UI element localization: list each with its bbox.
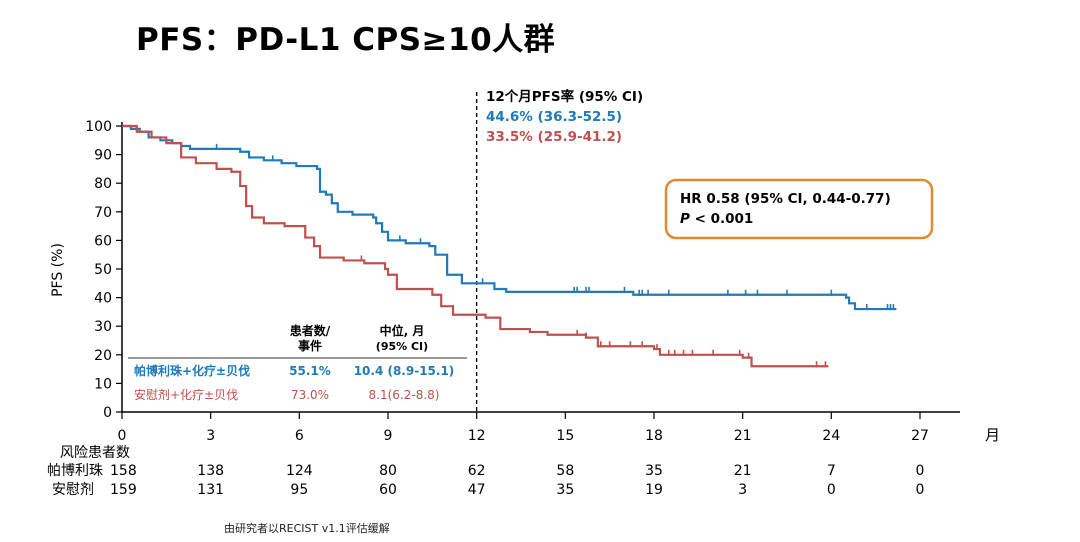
hr-box: HR 0.58 (95% CI, 0.44-0.77) P < 0.001 bbox=[664, 178, 934, 240]
rate-pembro: 44.6% (36.3-52.5) bbox=[486, 109, 622, 125]
hr-p-rest: < 0.001 bbox=[690, 211, 753, 227]
risk-value: 80 bbox=[379, 463, 397, 479]
hr-line: HR 0.58 (95% CI, 0.44-0.77) bbox=[680, 191, 891, 207]
risk-value: 3 bbox=[738, 482, 747, 498]
rate-annotation: 12个月PFS率 (95% CI) 44.6% (36.3-52.5) 33.5… bbox=[486, 88, 643, 145]
x-tick-label: 12 bbox=[468, 428, 486, 444]
y-tick-label: 60 bbox=[94, 233, 112, 249]
hr-box-border bbox=[664, 178, 934, 240]
risk-value: 35 bbox=[556, 482, 574, 498]
y-tick-label: 50 bbox=[94, 262, 112, 278]
x-tick-label: 6 bbox=[295, 428, 304, 444]
risk-value: 47 bbox=[468, 482, 486, 498]
x-tick-label: 21 bbox=[734, 428, 752, 444]
risk-value: 7 bbox=[827, 463, 836, 479]
risk-value: 158 bbox=[110, 463, 137, 479]
risk-row-label-pembro: 帕博利珠 bbox=[47, 462, 103, 479]
y-tick-label: 30 bbox=[94, 319, 112, 335]
risk-value: 131 bbox=[197, 482, 224, 498]
risk-value: 58 bbox=[556, 463, 574, 479]
rate-placebo: 33.5% (25.9-41.2) bbox=[486, 129, 622, 145]
chart-curves bbox=[122, 124, 897, 368]
risk-value: 0 bbox=[827, 482, 836, 498]
rate-header: 12个月PFS率 (95% CI) bbox=[486, 88, 643, 105]
y-tick-label: 70 bbox=[94, 205, 112, 221]
table-row-pembro-arm: 帕博利珠+化疗±贝伐 bbox=[134, 363, 250, 378]
x-tick-label: 0 bbox=[118, 428, 127, 444]
risk-value: 95 bbox=[290, 482, 308, 498]
y-tick-label: 80 bbox=[94, 176, 112, 192]
table-col2-header-1: 中位, 月 bbox=[380, 323, 425, 338]
risk-value: 19 bbox=[645, 482, 663, 498]
risk-value: 60 bbox=[379, 482, 397, 498]
risk-value: 138 bbox=[197, 463, 224, 479]
risk-row-label-placebo: 安慰剂 bbox=[52, 481, 94, 498]
table-row-pembro-median: 10.4 (8.9-15.1) bbox=[354, 364, 455, 378]
x-tick-label: 27 bbox=[911, 428, 929, 444]
table-row-placebo-median: 8.1(6.2-8.8) bbox=[369, 388, 440, 402]
risk-value: 0 bbox=[916, 482, 925, 498]
risk-value: 35 bbox=[645, 463, 663, 479]
x-tick-label: 9 bbox=[384, 428, 393, 444]
y-tick-label: 40 bbox=[94, 291, 112, 307]
page-title: PFS：PD-L1 CPS≥10人群 bbox=[136, 22, 556, 58]
table-col1-header-1: 患者数/ bbox=[290, 323, 331, 338]
table-row-placebo-arm: 安慰剂+化疗±贝伐 bbox=[134, 387, 238, 402]
y-tick-label: 90 bbox=[94, 148, 112, 164]
risk-table-title: 风险患者数 bbox=[60, 445, 130, 461]
median-table: 患者数/ 事件 中位, 月 (95% CI) 帕博利珠+化疗±贝伐 55.1% … bbox=[128, 323, 467, 402]
y-tick-label: 20 bbox=[94, 348, 112, 364]
x-tick-label: 24 bbox=[822, 428, 840, 444]
table-col2-header-2: (95% CI) bbox=[376, 340, 428, 353]
risk-value: 62 bbox=[468, 463, 486, 479]
x-tick-label: 3 bbox=[206, 428, 215, 444]
x-axis-label: 月 bbox=[985, 426, 1000, 444]
hr-p-line: P < 0.001 bbox=[680, 211, 753, 227]
risk-table: 风险患者数 帕博利珠 安慰剂 158 138 124 80 62 58 35 21 7 0 159 1… bbox=[47, 445, 924, 498]
y-tick-label: 100 bbox=[85, 119, 112, 135]
table-col1-header-2: 事件 bbox=[298, 338, 322, 353]
y-tick-label: 0 bbox=[103, 405, 112, 421]
y-tick-label: 10 bbox=[94, 376, 112, 392]
km-curve-placebo bbox=[122, 124, 829, 368]
risk-value: 21 bbox=[734, 463, 752, 479]
hr-p-italic: P bbox=[680, 211, 690, 227]
table-row-placebo-events: 73.0% bbox=[291, 388, 329, 402]
x-tick-label: 18 bbox=[645, 428, 663, 444]
x-tick-label: 15 bbox=[556, 428, 574, 444]
footnote: 由研究者以RECIST v1.1评估缓解 bbox=[224, 522, 390, 535]
risk-value: 124 bbox=[286, 463, 313, 479]
table-row-pembro-events: 55.1% bbox=[289, 364, 331, 378]
chart-axes: 0 10 20 30 40 50 60 70 80 90 100 0 3 6 9 12 15 18 21 24 27 月 P… bbox=[50, 92, 1000, 444]
y-axis-label: PFS (%) bbox=[50, 243, 66, 297]
risk-value: 0 bbox=[916, 463, 925, 479]
risk-value: 159 bbox=[110, 482, 137, 498]
